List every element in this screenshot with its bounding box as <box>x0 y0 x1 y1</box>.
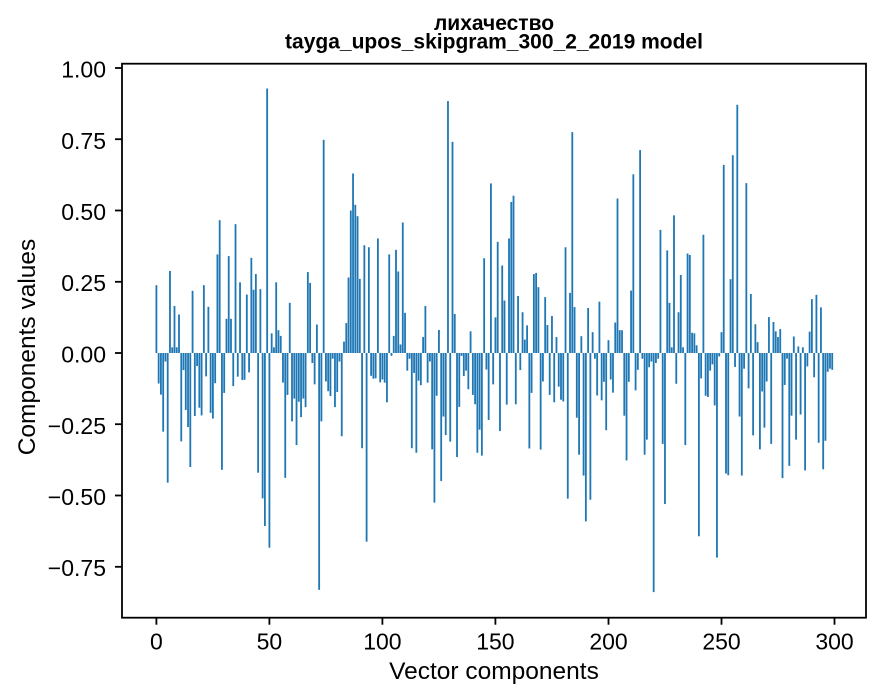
svg-text:−0.75: −0.75 <box>48 555 106 581</box>
svg-text:150: 150 <box>476 629 514 655</box>
svg-text:100: 100 <box>363 629 401 655</box>
svg-text:tayga_upos_skipgram_300_2_2019: tayga_upos_skipgram_300_2_2019 model <box>285 31 703 54</box>
svg-text:Vector components: Vector components <box>389 658 599 685</box>
svg-text:Components values: Components values <box>14 239 41 456</box>
svg-text:250: 250 <box>702 629 740 655</box>
svg-text:200: 200 <box>589 629 627 655</box>
svg-text:1.00: 1.00 <box>61 57 106 83</box>
svg-text:лихачество: лихачество <box>434 12 554 35</box>
svg-text:300: 300 <box>815 629 853 655</box>
svg-text:0.50: 0.50 <box>61 199 106 225</box>
svg-text:0.00: 0.00 <box>61 342 106 368</box>
svg-text:50: 50 <box>257 629 283 655</box>
svg-text:0: 0 <box>150 629 163 655</box>
svg-text:−0.50: −0.50 <box>48 484 106 510</box>
svg-text:0.25: 0.25 <box>61 270 106 296</box>
svg-text:−0.25: −0.25 <box>48 413 106 439</box>
svg-text:0.75: 0.75 <box>61 128 106 154</box>
